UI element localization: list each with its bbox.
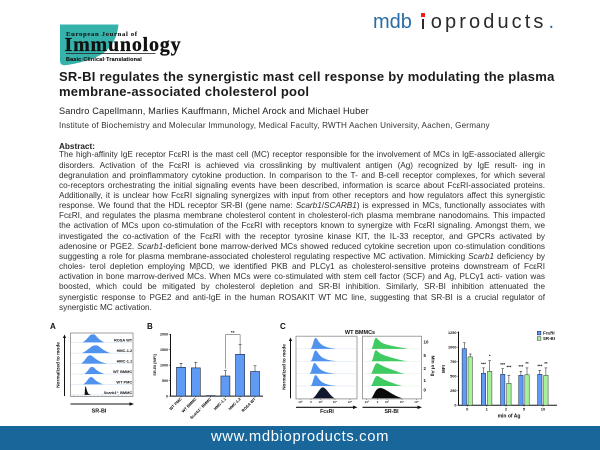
svg-text:***: *** xyxy=(481,361,486,366)
svg-text:10⁵: 10⁵ xyxy=(348,400,353,404)
svg-text:500: 500 xyxy=(162,379,168,383)
svg-text:Normalized to mode: Normalized to mode xyxy=(56,342,62,388)
svg-text:2: 2 xyxy=(505,407,508,412)
svg-text:FcεRI: FcεRI xyxy=(543,331,555,336)
svg-text:***: *** xyxy=(518,364,523,369)
svg-text:FcεRI: FcεRI xyxy=(320,409,334,415)
svg-text:1: 1 xyxy=(424,378,427,383)
svg-text:0: 0 xyxy=(466,407,469,412)
svg-text:**: ** xyxy=(525,361,529,366)
svg-text:SR-BI: SR-BI xyxy=(92,409,107,415)
svg-text:1500: 1500 xyxy=(160,348,168,352)
svg-text:0: 0 xyxy=(454,403,456,407)
svg-text:Scarb1-/- BMMC: Scarb1-/- BMMC xyxy=(104,390,133,395)
svg-text:European Journal of: European Journal of xyxy=(66,31,138,38)
svg-text:1: 1 xyxy=(486,407,489,412)
svg-text:750: 750 xyxy=(450,360,456,364)
svg-text:Basic·Clinical·Translational: Basic·Clinical·Translational xyxy=(66,57,142,63)
svg-text:10: 10 xyxy=(541,407,546,412)
svg-text:-10³: -10³ xyxy=(298,400,303,404)
svg-text:0: 0 xyxy=(166,394,168,398)
svg-text:**: ** xyxy=(544,361,548,366)
svg-text:**: ** xyxy=(231,330,235,335)
svg-text:WT PMC: WT PMC xyxy=(116,379,132,384)
svg-text:SR-BI: SR-BI xyxy=(543,336,555,341)
svg-text:5: 5 xyxy=(523,407,526,412)
svg-text:5: 5 xyxy=(424,353,427,358)
svg-text:-10³: -10³ xyxy=(364,400,369,404)
svg-text:10⁵: 10⁵ xyxy=(414,400,419,404)
svg-text:10³: 10³ xyxy=(318,400,322,404)
svg-text:250: 250 xyxy=(450,389,456,393)
svg-text:C: C xyxy=(280,322,286,331)
svg-text:min of Ag: min of Ag xyxy=(498,414,521,420)
svg-text:A: A xyxy=(50,322,56,331)
svg-text:1000: 1000 xyxy=(448,345,456,349)
svg-text:HMC-1.1: HMC-1.1 xyxy=(117,359,133,364)
svg-text:10⁴: 10⁴ xyxy=(333,400,338,404)
svg-text:Immunology: Immunology xyxy=(65,34,182,56)
svg-text:HMC-1.2: HMC-1.2 xyxy=(117,348,133,353)
svg-text:10⁴: 10⁴ xyxy=(400,400,405,404)
svg-text:SR-BI [MFI]: SR-BI [MFI] xyxy=(152,354,157,376)
svg-text:1250: 1250 xyxy=(448,331,456,335)
svg-text:1000: 1000 xyxy=(160,363,168,367)
svg-text:2000: 2000 xyxy=(160,332,168,336)
svg-text:HMC-1.1: HMC-1.1 xyxy=(213,396,228,411)
svg-text:***: *** xyxy=(537,363,542,368)
svg-text:SR-BI: SR-BI xyxy=(384,409,399,415)
svg-text:Normalized to mode: Normalized to mode xyxy=(282,344,288,390)
svg-text:B: B xyxy=(147,322,153,331)
svg-text:0: 0 xyxy=(377,400,379,404)
svg-text:500: 500 xyxy=(450,374,456,378)
svg-text:Min of Ag: Min of Ag xyxy=(431,356,436,377)
svg-text:0: 0 xyxy=(310,400,312,404)
svg-text:***: *** xyxy=(506,365,511,370)
svg-text:MFI: MFI xyxy=(441,365,446,373)
svg-text:0: 0 xyxy=(424,387,427,392)
svg-text:***: *** xyxy=(500,362,505,367)
svg-text:ROSA WT: ROSA WT xyxy=(114,337,133,342)
svg-text:WT BMMCs: WT BMMCs xyxy=(345,330,375,336)
svg-text:10: 10 xyxy=(424,340,429,345)
svg-text:WT BMMC: WT BMMC xyxy=(113,369,132,374)
svg-text:10³: 10³ xyxy=(385,400,389,404)
svg-text:*: * xyxy=(489,353,491,358)
svg-text:ROSA WT: ROSA WT xyxy=(240,396,257,413)
svg-text:2: 2 xyxy=(424,366,427,371)
